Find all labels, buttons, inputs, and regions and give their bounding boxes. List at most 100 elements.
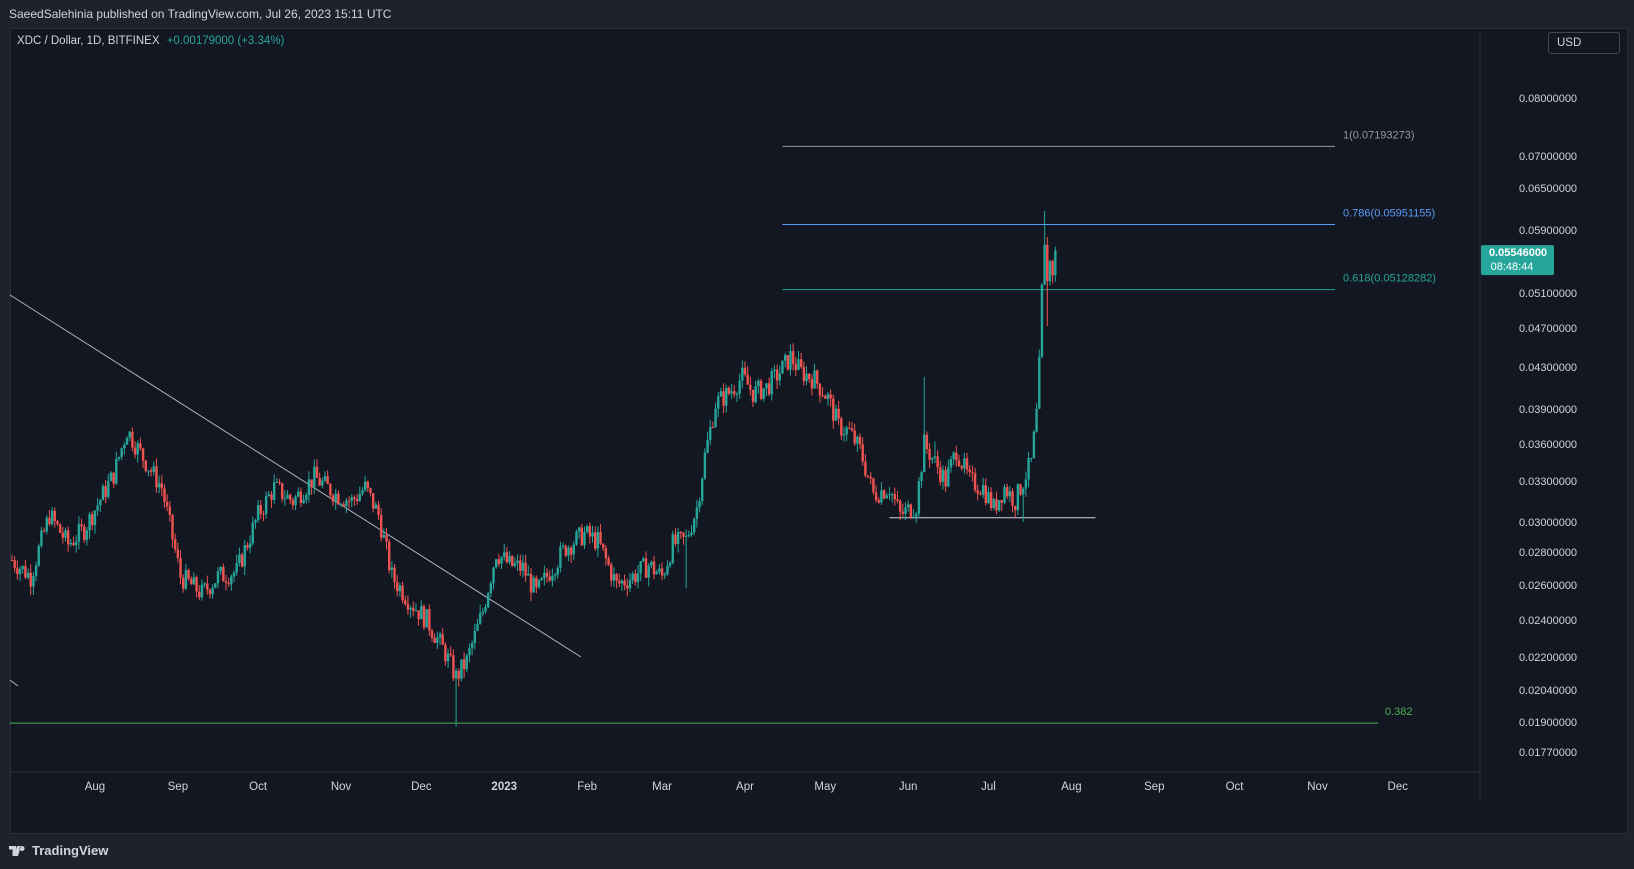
candle-body: [1027, 458, 1030, 480]
candle-body: [240, 554, 244, 567]
candle-body: [420, 606, 423, 620]
candle-body: [896, 499, 899, 502]
candle-body: [10, 560, 14, 562]
candle-body: [128, 431, 131, 438]
x-tick-label: Jun: [899, 781, 918, 793]
tradingview-brand[interactable]: TradingView: [9, 843, 108, 858]
candle-body: [444, 644, 447, 662]
candle-body: [957, 460, 961, 467]
candle-body: [997, 500, 1001, 511]
candle-body: [21, 565, 24, 570]
candle-body: [91, 514, 94, 526]
currency-button[interactable]: USD: [1548, 32, 1620, 54]
candle-body: [72, 542, 75, 546]
candle-body: [682, 532, 685, 537]
y-tick-label: 0.03600000: [1519, 439, 1577, 451]
candle-body: [187, 570, 190, 580]
candle-body: [741, 367, 744, 381]
candle-body: [125, 437, 129, 445]
fib-retracement: 1(0.07193273) 0.786(0.05951155) 0.618(0.05…: [10, 129, 1436, 724]
candle-body: [45, 517, 48, 532]
candle-body: [695, 507, 699, 520]
y-tick-label: 0.07000000: [1519, 151, 1577, 163]
candle-body: [955, 452, 958, 461]
candle-body: [652, 561, 656, 575]
y-tick-label: 0.05100000: [1519, 288, 1577, 300]
candle-body: [1046, 244, 1049, 282]
candle-body: [358, 493, 361, 501]
candle-body: [920, 472, 923, 482]
candle-body: [832, 398, 835, 421]
candle-body: [717, 396, 720, 409]
candle-body: [730, 391, 733, 394]
candle-body: [347, 500, 351, 502]
x-tick-label: Feb: [577, 781, 597, 793]
candle-body: [32, 576, 35, 587]
candle-body: [85, 530, 89, 540]
candle-body: [952, 452, 955, 460]
candle-body: [987, 492, 990, 504]
candle-body: [890, 494, 894, 496]
symbol-legend[interactable]: XDC / Dollar, 1D, BITFINEX +0.00179000 (…: [17, 35, 284, 47]
candle-body: [390, 567, 394, 571]
candle-body: [470, 643, 474, 649]
candle-body: [299, 491, 303, 503]
candle-body: [882, 490, 886, 499]
candle-body: [238, 554, 241, 563]
candle-body: [537, 579, 541, 588]
candle-body: [893, 494, 897, 500]
candle-body: [144, 460, 147, 472]
candle-body: [160, 483, 164, 489]
candle-body: [227, 582, 230, 585]
candle-body: [264, 496, 268, 514]
candle-body: [1008, 491, 1012, 497]
candle-body: [660, 568, 664, 576]
candle-body: [877, 500, 880, 503]
candle-body: [361, 490, 364, 494]
candle-body: [473, 630, 477, 644]
candle-body: [700, 478, 704, 502]
candle-body: [813, 370, 816, 389]
candle-body: [965, 458, 969, 470]
candle-body: [840, 418, 843, 436]
x-tick-label: Oct: [1226, 781, 1245, 793]
candle-body: [912, 516, 915, 518]
candle-body: [417, 610, 420, 620]
x-tick-label: Nov: [331, 781, 352, 793]
candle-body: [794, 364, 798, 370]
candle-body: [767, 383, 771, 395]
x-axis-ticks: Aug Sep Oct Nov Dec 2023 Feb Mar Apr May Jun Jul Aug…: [85, 781, 1409, 793]
candle-body: [283, 498, 287, 500]
footer: [0, 834, 1634, 869]
candle-body: [428, 609, 431, 631]
candle-body: [687, 535, 691, 537]
candle-body: [219, 566, 222, 572]
candle-body: [1019, 484, 1022, 495]
candle-body: [133, 447, 137, 455]
candle-body: [329, 483, 332, 496]
candle-body: [591, 532, 594, 537]
candle-body: [770, 371, 773, 395]
candle-body: [719, 391, 723, 397]
candle-body: [446, 653, 450, 662]
candle-body: [422, 606, 426, 628]
candle-body: [513, 563, 517, 566]
candle-body: [438, 634, 442, 638]
x-tick-label: Dec: [1388, 781, 1409, 793]
candle-body: [650, 561, 653, 566]
candle-body: [414, 610, 418, 612]
candle-body: [53, 510, 57, 522]
candle-body: [112, 472, 115, 484]
candle-body: [960, 466, 963, 469]
chart-frame[interactable]: [10, 28, 1628, 834]
candle-body: [593, 532, 597, 549]
candle-body: [618, 580, 621, 584]
candle-body: [516, 560, 519, 564]
candle-body: [198, 591, 201, 598]
candle-body: [302, 499, 305, 503]
candle-body: [1043, 244, 1046, 285]
candle-body: [83, 526, 86, 540]
candle-body: [398, 585, 402, 592]
candle-body: [583, 532, 586, 546]
